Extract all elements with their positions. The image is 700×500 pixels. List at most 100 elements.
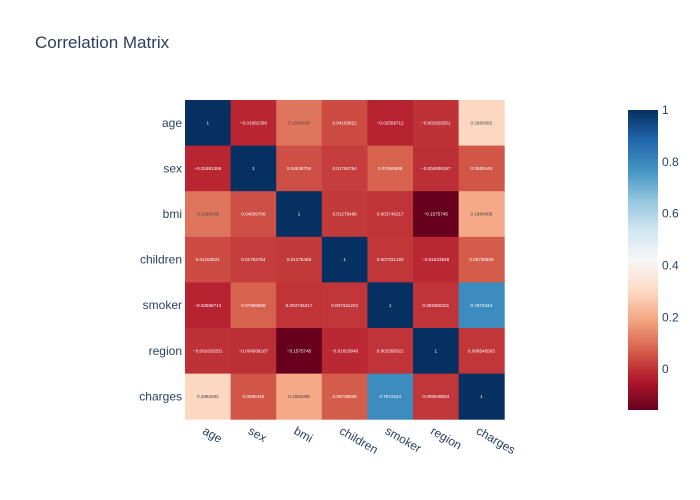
cell-value-label: 0.04153621	[196, 257, 221, 262]
cell-value-label: 0.06738935	[469, 257, 494, 262]
cell-value-label: 0.7872344	[379, 394, 401, 399]
colorbar-tick-label: 0.2	[662, 310, 679, 324]
heatmap-cell	[458, 145, 505, 192]
cell-value-label: −0.01981356	[194, 166, 221, 171]
cell-value-label: 1	[252, 166, 255, 171]
heatmap-cell	[230, 236, 277, 283]
cell-value-label: 1	[480, 394, 483, 399]
heatmap-cell	[276, 328, 323, 375]
cell-value-label: 0.007331222	[377, 257, 404, 262]
colorbar-tick-label: 0	[662, 362, 669, 376]
heatmap-cell	[276, 191, 323, 238]
cell-value-label: −0.001626251	[193, 348, 223, 353]
cell-value-label: 0.006546563	[422, 394, 449, 399]
x-tick-label: region	[428, 424, 464, 453]
heatmap-cell	[276, 373, 323, 420]
y-axis-tick-labels: age sex bmi children smoker region charges	[139, 116, 182, 404]
x-tick-label: charges	[474, 424, 518, 457]
cell-value-label: 1	[207, 120, 210, 125]
cell-value-label: 0.003746217	[377, 212, 404, 217]
heatmap-cell	[230, 373, 277, 420]
heatmap-cell	[185, 100, 232, 147]
heatmap-cell	[230, 145, 277, 192]
cell-value-label: 1	[435, 348, 438, 353]
colorbar-tick-label: 1	[662, 103, 669, 117]
heatmap-cell	[367, 191, 414, 238]
x-tick-label: bmi	[292, 424, 316, 446]
cell-value-label: 0.07659585	[378, 166, 403, 171]
heatmap-cell	[413, 100, 460, 147]
y-tick-label: sex	[163, 161, 182, 175]
heatmap-cell	[367, 100, 414, 147]
colorbar-tick-label: 0.6	[662, 207, 679, 221]
heatmap-cell	[413, 282, 460, 329]
cell-value-label: −0.01623848	[331, 348, 358, 353]
heatmap-cell	[321, 191, 368, 238]
cell-value-label: 0.007331222	[331, 303, 358, 308]
heatmap-cell	[185, 145, 232, 192]
chart-title: Correlation Matrix	[35, 33, 170, 52]
cell-value-label: −0.02558712	[377, 120, 404, 125]
heatmap-cell	[230, 100, 277, 147]
heatmap-cell	[185, 282, 232, 329]
heatmap-cell	[321, 328, 368, 375]
cell-value-label: 0.04639706	[241, 212, 266, 217]
heatmap-cell	[276, 236, 323, 283]
cell-value-label: 0.06738935	[332, 394, 357, 399]
heatmap-cell	[321, 145, 368, 192]
cell-value-label: 0.0580445	[471, 166, 493, 171]
y-tick-label: age	[162, 116, 182, 130]
heatmap-cells: 1 −0.01981356 0.1093439 0.04153621 −0.025587…	[185, 100, 505, 420]
heatmap-cell	[230, 191, 277, 238]
cell-value-label: 1	[389, 303, 392, 308]
cell-value-label: 0.01784754	[332, 166, 357, 171]
cell-value-label: 0.1984008	[288, 394, 310, 399]
cell-value-label: 0.01784754	[241, 257, 266, 262]
x-axis-tick-labels: age sex bmi children smoker region charges	[200, 424, 518, 457]
heatmap-cell	[185, 328, 232, 375]
heatmap-cell	[458, 236, 505, 283]
heatmap-cell	[276, 100, 323, 147]
colorbar-gradient	[628, 110, 658, 410]
y-tick-label: bmi	[163, 207, 182, 221]
x-tick-label: sex	[246, 424, 269, 445]
heatmap-cell	[458, 191, 505, 238]
y-tick-label: charges	[139, 389, 182, 403]
heatmap-cell	[367, 282, 414, 329]
cell-value-label: 0.01275466	[332, 212, 357, 217]
heatmap-cell	[413, 373, 460, 420]
heatmap-cell	[413, 236, 460, 283]
colorbar-tick-label: 0.4	[662, 258, 679, 272]
heatmap-cell	[321, 100, 368, 147]
heatmap-cell	[367, 145, 414, 192]
cell-value-label: 0.2983082	[197, 394, 219, 399]
cell-value-label: 1	[298, 212, 301, 217]
heatmap-cell	[276, 282, 323, 329]
y-tick-label: region	[149, 344, 182, 358]
heatmap-cell	[413, 328, 460, 375]
colorbar-tick-label: 0.8	[662, 155, 679, 169]
heatmap-cell	[458, 328, 505, 375]
x-tick-label: age	[200, 424, 225, 446]
cell-value-label: 1	[343, 257, 346, 262]
heatmap-cell	[230, 328, 277, 375]
x-tick-label: smoker	[383, 424, 424, 456]
cell-value-label: 0.7872344	[471, 303, 493, 308]
cell-value-label: −0.1575745	[287, 348, 312, 353]
cell-value-label: 0.002358321	[377, 348, 404, 353]
cell-value-label: 0.1093439	[288, 120, 310, 125]
heatmap-cell	[321, 236, 368, 283]
cell-value-label: −0.01981356	[240, 120, 267, 125]
heatmap-cell	[185, 373, 232, 420]
colorbar: 0 0.2 0.4 0.6 0.8 1	[628, 103, 679, 410]
cell-value-label: −0.1575745	[424, 212, 449, 217]
cell-value-label: −0.01623848	[422, 257, 449, 262]
heatmap-cell	[458, 282, 505, 329]
cell-value-label: −0.004936187	[421, 166, 451, 171]
cell-value-label: −0.001626251	[421, 120, 451, 125]
heatmap-cell	[367, 236, 414, 283]
cell-value-label: 0.2983082	[471, 120, 493, 125]
cell-value-label: 0.01275466	[287, 257, 312, 262]
cell-value-label: −0.02558712	[194, 303, 221, 308]
